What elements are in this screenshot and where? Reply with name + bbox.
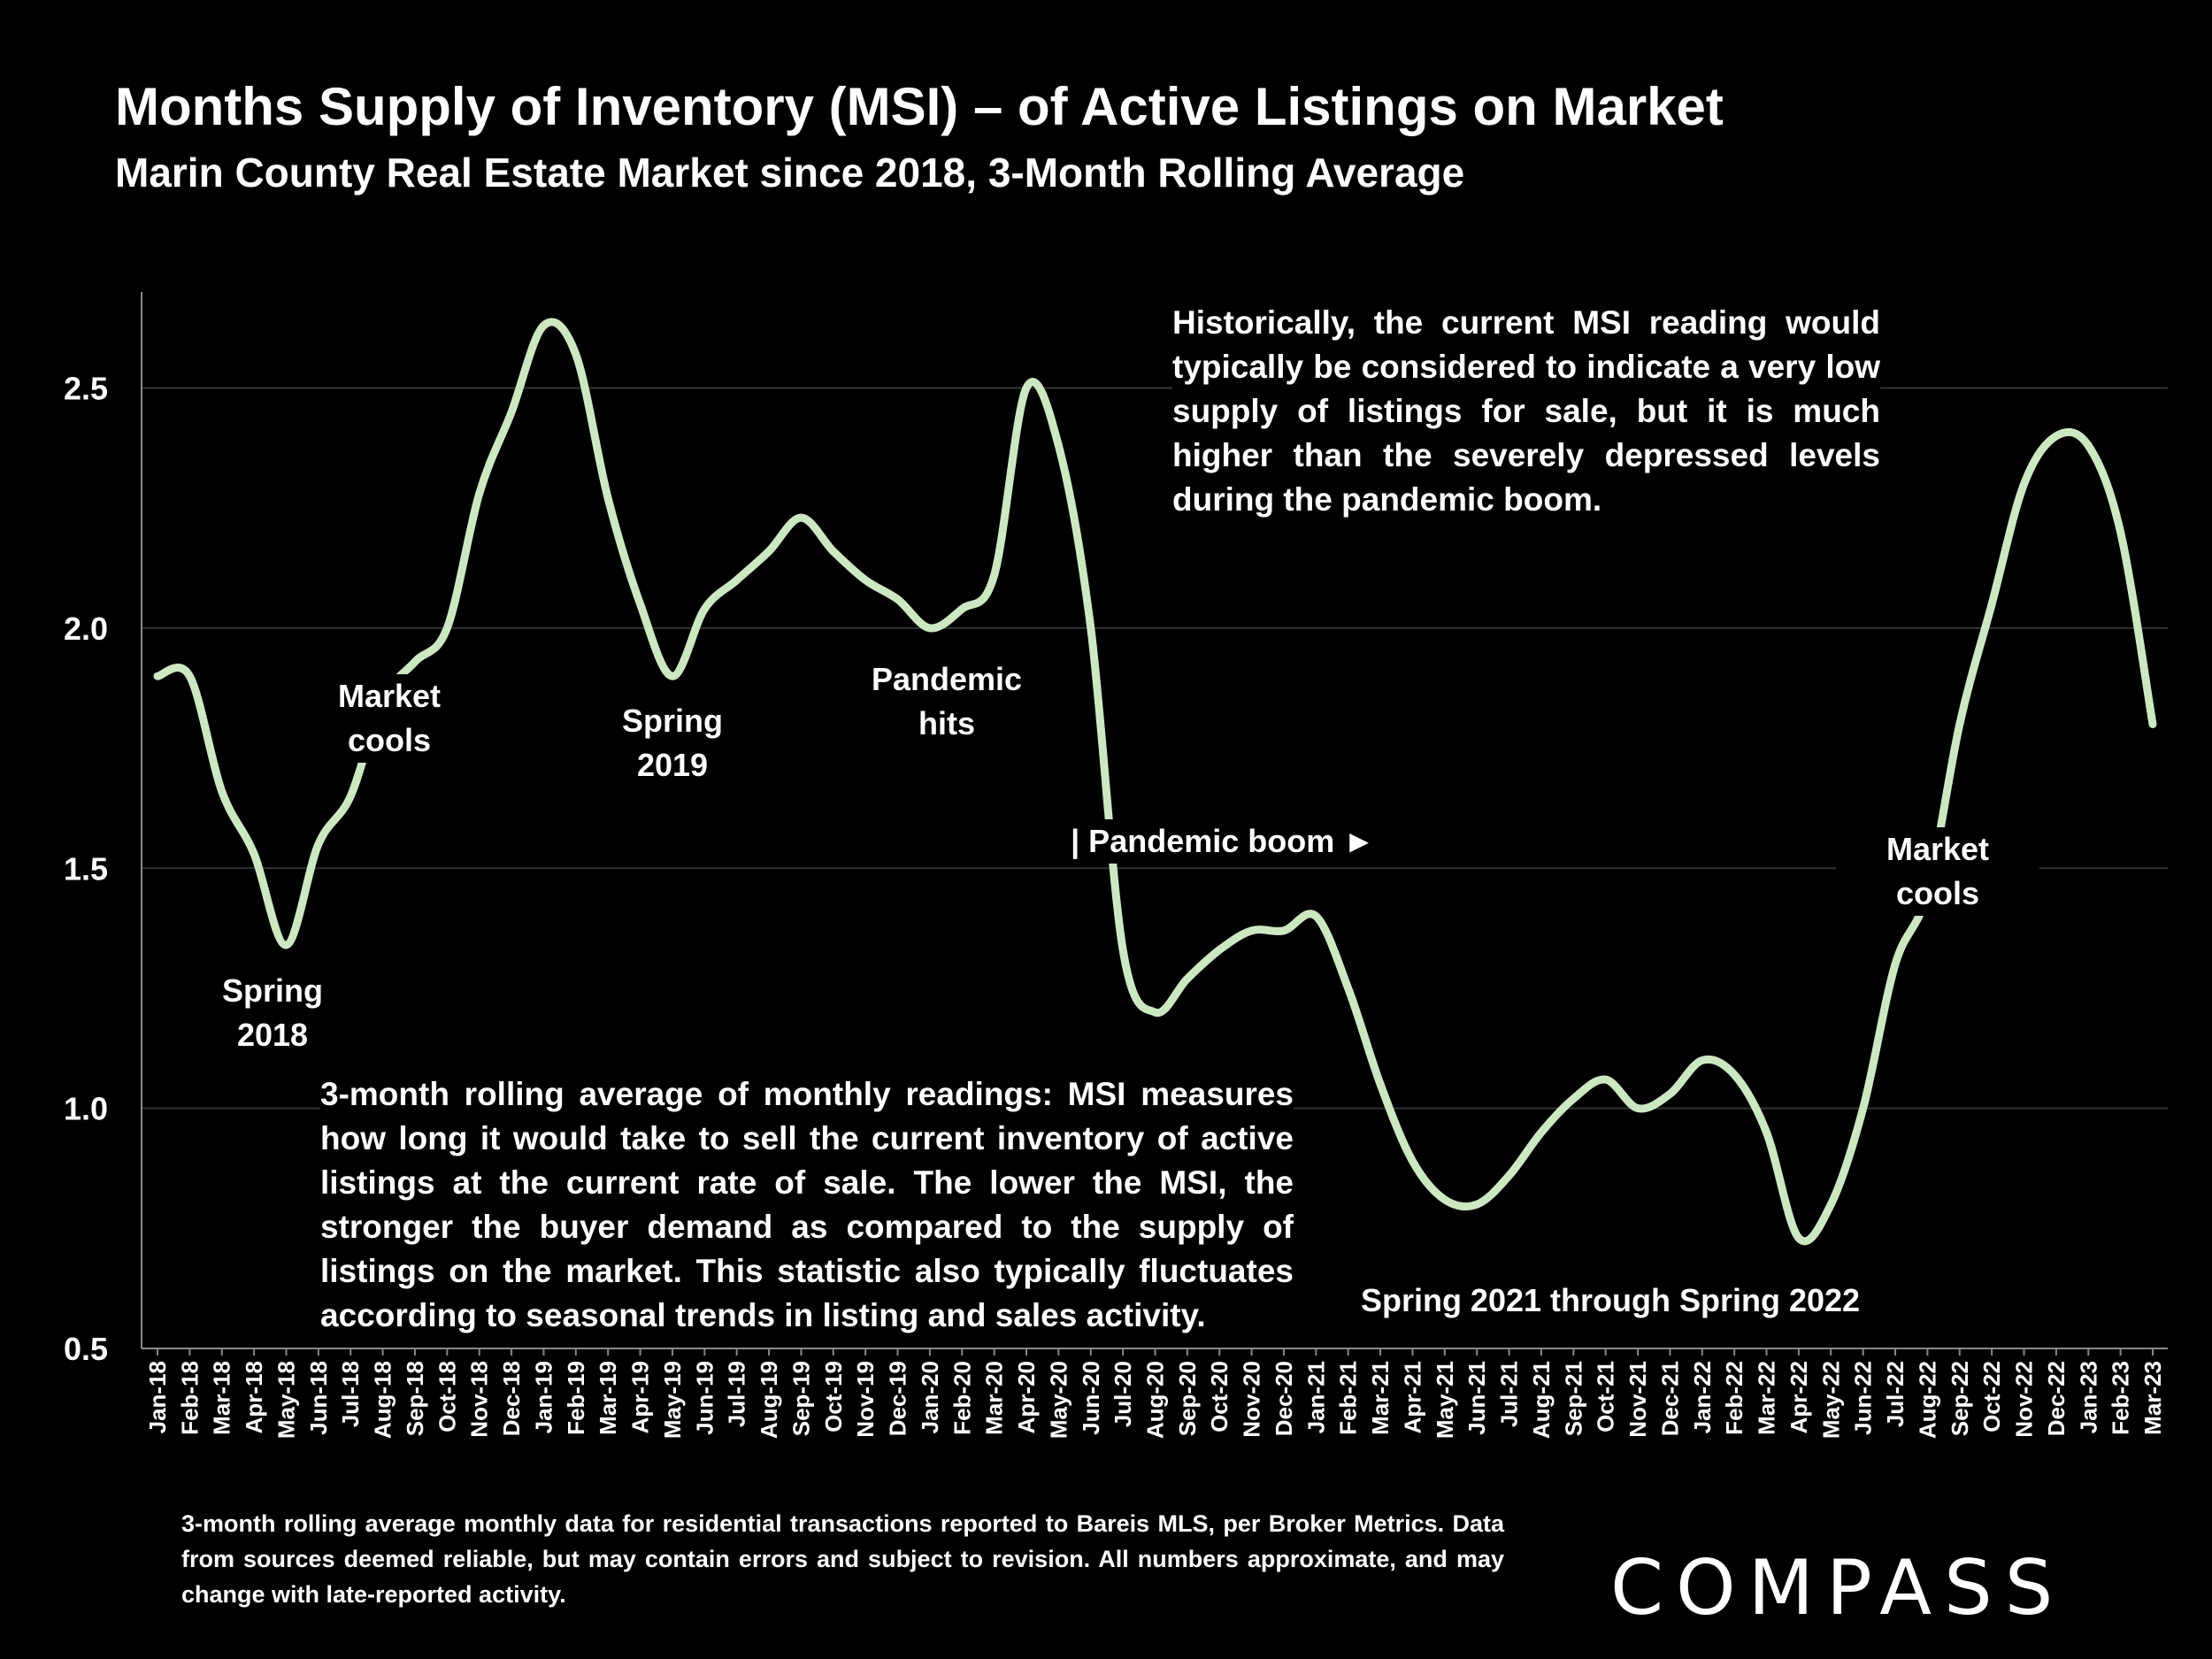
x-tick-label: Nov-22 [2011, 1361, 2038, 1438]
annotation-line: Pandemic [871, 661, 1023, 697]
annotation-pandemic-boom: | Pandemic boom ► [1028, 819, 1417, 864]
x-tick-label: Mar-22 [1754, 1361, 1780, 1435]
x-tick-label: Sep-22 [1947, 1361, 1973, 1436]
x-tick-label: Jul-20 [1110, 1361, 1136, 1427]
axes [141, 292, 2168, 1356]
x-tick-label: Oct-21 [1593, 1361, 1619, 1432]
x-tick-label: Sep-21 [1560, 1361, 1586, 1436]
y-tick-label: 0.5 [64, 1331, 108, 1367]
annotation-market-cools-2022: Market cools [1836, 827, 2039, 916]
y-tick-label: 1.0 [64, 1091, 108, 1127]
x-tick-label: Apr-18 [241, 1361, 267, 1433]
x-tick-label: Jun-22 [1850, 1361, 1877, 1435]
x-tick-label: Jul-22 [1882, 1361, 1909, 1427]
annotation-spring-2021-2022: Spring 2021 through Spring 2022 [1345, 1279, 1876, 1323]
x-tick-label: Apr-20 [1013, 1361, 1040, 1433]
x-tick-label: Aug-18 [370, 1361, 396, 1439]
x-tick-label: Sep-19 [787, 1361, 814, 1436]
x-tick-label: May-22 [1817, 1361, 1844, 1439]
x-tick-label: May-18 [273, 1361, 299, 1439]
x-tick-label: May-19 [659, 1361, 686, 1439]
x-tick-label: Mar-20 [981, 1361, 1008, 1435]
x-tick-label: Dec-20 [1271, 1361, 1297, 1436]
annotation-line: Spring [622, 703, 723, 739]
x-tick-label: Feb-23 [2108, 1361, 2134, 1435]
annotation-line: cools [347, 722, 432, 758]
x-tick-label: Aug-20 [1142, 1361, 1169, 1439]
x-tick-label: Mar-21 [1367, 1361, 1394, 1435]
y-tick-label: 2.0 [64, 611, 108, 647]
annotation-line: cools [1895, 875, 1980, 911]
x-tick-label: Jan-18 [144, 1361, 171, 1433]
x-tick-label: Nov-20 [1239, 1361, 1265, 1438]
x-tick-label: Aug-22 [1914, 1361, 1940, 1439]
annotation-pandemic-hits: Pandemic hits [863, 657, 1031, 746]
x-tick-label: Mar-23 [2139, 1361, 2166, 1435]
x-tick-label: May-21 [1432, 1361, 1458, 1439]
annotation-line: Spring [222, 972, 323, 1009]
annotation-line: Market [1886, 831, 1990, 867]
x-tick-label: Nov-21 [1624, 1361, 1651, 1438]
x-tick-label: Jun-21 [1463, 1361, 1490, 1435]
note-historical-context: Historically, the current MSI reading wo… [1172, 301, 1880, 522]
x-tick-label: Oct-18 [434, 1361, 460, 1432]
y-tick-labels: 0.5 1.0 1.5 2.0 2.5 [64, 371, 108, 1367]
x-tick-label: Apr-19 [627, 1361, 654, 1433]
x-tick-label: Mar-18 [209, 1361, 235, 1435]
x-tick-label: Feb-18 [176, 1361, 203, 1435]
x-tick-label: Oct-19 [820, 1361, 847, 1432]
x-tick-label: Oct-22 [1978, 1361, 2005, 1432]
x-tick-label: Jan-21 [1302, 1361, 1329, 1433]
chart-subtitle: Marin County Real Estate Market since 20… [115, 150, 1465, 196]
annotation-line: hits [918, 705, 975, 741]
x-tick-label: Jun-19 [691, 1361, 718, 1435]
x-tick-label: Jul-19 [724, 1361, 750, 1427]
x-tick-label: Dec-19 [885, 1361, 911, 1436]
x-tick-label: Apr-21 [1399, 1361, 1425, 1433]
annotation-spring-2019: Spring 2019 [611, 699, 734, 787]
x-tick-label: Apr-22 [1786, 1361, 1812, 1433]
x-tick-label: Jan-22 [1689, 1361, 1716, 1433]
x-tick-label: Dec-21 [1656, 1361, 1683, 1436]
x-tick-label: Jan-19 [530, 1361, 557, 1433]
note-msi-definition: 3-month rolling average of monthly readi… [320, 1072, 1294, 1338]
x-tick-label: Feb-19 [563, 1361, 589, 1435]
x-tick-label: Nov-19 [852, 1361, 879, 1438]
x-tick-label: Sep-18 [402, 1361, 428, 1436]
annotation-line: 2018 [236, 1017, 309, 1053]
x-tick-label: Feb-20 [949, 1361, 975, 1435]
x-tick-label: Jul-18 [337, 1361, 364, 1427]
x-tick-label: May-20 [1045, 1361, 1071, 1439]
y-tick-label: 2.5 [64, 371, 108, 407]
y-tick-label: 1.5 [64, 850, 108, 887]
compass-logo: COMPASS [1610, 1544, 2066, 1632]
annotation-line: 2019 [636, 747, 709, 783]
x-tick-label: Dec-22 [2043, 1361, 2070, 1436]
annotation-spring-2018: Spring 2018 [211, 969, 334, 1057]
footnote: 3-month rolling average monthly data for… [181, 1510, 1504, 1608]
x-tick-label: Aug-21 [1528, 1361, 1555, 1439]
x-tick-label: Jun-20 [1078, 1361, 1104, 1435]
x-tick-label: Oct-20 [1206, 1361, 1233, 1432]
chart-title: Months Supply of Inventory (MSI) – of Ac… [115, 77, 1724, 136]
x-tick-label: Dec-18 [498, 1361, 525, 1436]
annotation-line: Market [337, 678, 442, 714]
x-tick-labels: Jan-18 Feb-18 Mar-18 Apr-18 May-18 Jun-18 Jul-… [144, 1361, 2166, 1439]
x-tick-label: Nov-18 [466, 1361, 493, 1438]
x-tick-label: Jul-21 [1496, 1361, 1523, 1427]
x-tick-label: Sep-20 [1174, 1361, 1201, 1436]
x-tick-label: Jun-18 [305, 1361, 332, 1435]
series-line-layer [153, 318, 2157, 1246]
annotation-line: | Pandemic boom ► [1071, 823, 1375, 859]
x-tick-label: Feb-22 [1721, 1361, 1747, 1435]
annotation-market-cools-2018: Market cools [319, 674, 460, 763]
x-tick-label: Jan-23 [2075, 1361, 2101, 1433]
annotation-line: Spring 2021 through Spring 2022 [1360, 1282, 1861, 1318]
series-line [153, 318, 2157, 1246]
x-tick-label: Mar-19 [595, 1361, 621, 1435]
x-tick-label: Jan-20 [917, 1361, 943, 1433]
x-tick-label: Aug-19 [756, 1361, 782, 1439]
x-tick-label: Feb-21 [1335, 1361, 1362, 1435]
